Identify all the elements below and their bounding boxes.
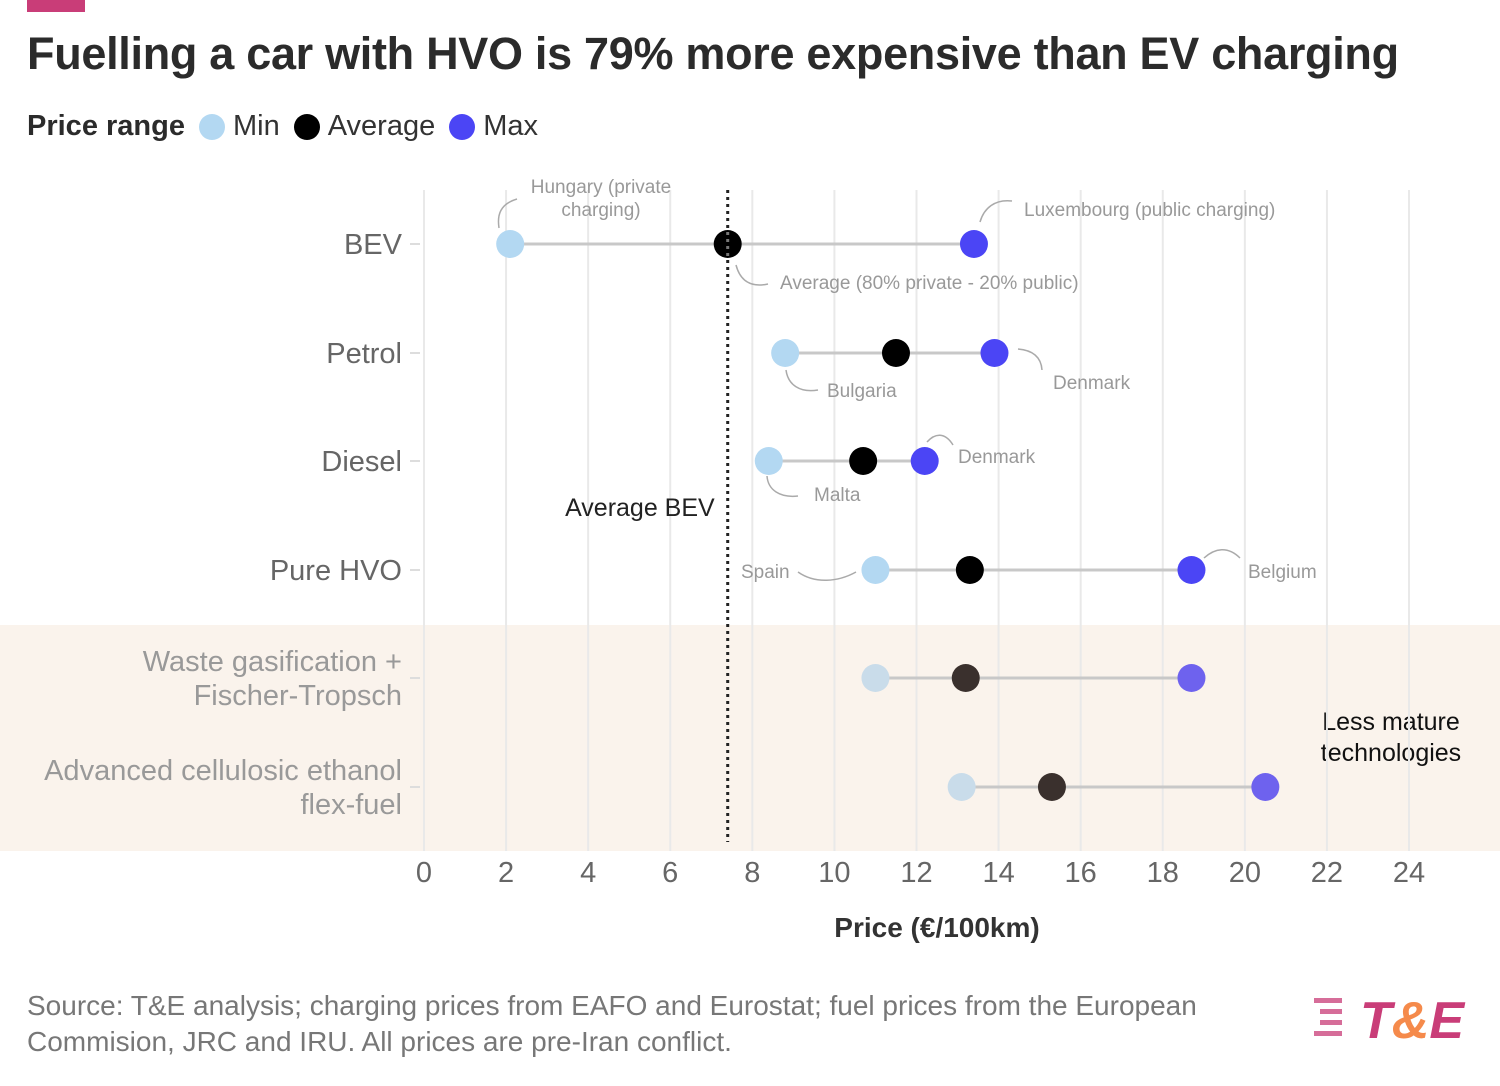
min-point <box>947 773 976 801</box>
annotation-label: charging) <box>561 200 640 221</box>
annotation-label: Malta <box>814 485 861 506</box>
annotation-label: Hungary (private <box>531 177 671 198</box>
legend-swatch-max <box>449 113 476 140</box>
annotation-arrow <box>926 434 954 446</box>
x-tick-label: 10 <box>818 857 850 889</box>
min-point <box>771 339 800 367</box>
chart-title: Fuelling a car with HVO is 79% more expe… <box>27 28 1399 79</box>
average-point <box>849 447 878 475</box>
min-point <box>861 664 890 692</box>
max-point <box>1251 773 1280 801</box>
annotation-arrow <box>797 571 857 581</box>
annotation-label: Average (80% private - 20% public) <box>780 273 1079 294</box>
max-point <box>1177 664 1206 692</box>
x-tick-label: 0 <box>416 857 432 889</box>
category-label: flex-fuel <box>300 789 402 821</box>
x-tick-label: 16 <box>1065 857 1097 889</box>
x-tick-label: 20 <box>1229 857 1261 889</box>
annotation-label: Belgium <box>1248 562 1317 583</box>
shaded-region-label: technologies <box>1321 739 1461 767</box>
annotation-label: Denmark <box>1053 373 1131 394</box>
source-note: Source: T&E analysis; charging prices fr… <box>27 990 1197 1057</box>
shaded-region-label: Less mature <box>1322 708 1460 736</box>
min-point <box>754 447 783 475</box>
svg-text:T&E: T&E <box>1360 992 1465 1048</box>
shaded-region <box>0 625 1500 851</box>
max-point <box>910 447 939 475</box>
legend-swatch-average <box>293 113 320 140</box>
x-tick-label: 24 <box>1393 857 1425 889</box>
legend-swatch-min <box>198 113 225 140</box>
category-label: BEV <box>344 229 403 261</box>
annotation-arrow <box>785 369 819 392</box>
x-tick-label: 6 <box>662 857 678 889</box>
annotation-label: Denmark <box>958 447 1036 468</box>
reference-line-label: Average BEV <box>565 494 715 522</box>
annotation-label: Bulgaria <box>827 381 897 402</box>
x-tick-label: 14 <box>982 857 1014 889</box>
legend-label-average: Average <box>327 110 436 142</box>
x-axis-label: Price (€/100km) <box>834 912 1039 943</box>
annotation-arrow <box>735 264 769 286</box>
average-point <box>955 556 984 584</box>
legend-label-min: Min <box>232 110 280 142</box>
annotation-arrow <box>979 200 1013 223</box>
x-tick-label: 2 <box>498 857 514 889</box>
average-point <box>713 230 742 258</box>
annotation-label: Spain <box>741 562 790 583</box>
category-label: Waste gasification + <box>143 646 402 678</box>
legend-label-max: Max <box>483 110 539 142</box>
category-label: Fischer-Tropsch <box>194 680 402 712</box>
category-label: Diesel <box>321 446 402 478</box>
max-point <box>980 339 1009 367</box>
legend-title: Price range <box>27 110 185 142</box>
min-point <box>861 556 890 584</box>
annotation-arrow <box>497 198 518 229</box>
category-label: Pure HVO <box>270 555 402 587</box>
min-point <box>496 230 525 258</box>
annotation-arrow <box>766 475 799 498</box>
annotation-arrow <box>1203 549 1241 559</box>
category-label: Petrol <box>326 338 402 370</box>
annotation-arrow <box>1017 348 1043 371</box>
x-tick-label: 8 <box>744 857 760 889</box>
x-tick-label: 18 <box>1147 857 1179 889</box>
max-point <box>959 230 988 258</box>
category-label: Advanced cellulosic ethanol <box>44 755 402 787</box>
accent-bar <box>27 0 85 12</box>
legend: Price range Min Average Max <box>27 110 544 143</box>
x-tick-label: 22 <box>1311 857 1343 889</box>
max-point <box>1177 556 1206 584</box>
x-tick-label: 4 <box>580 857 596 889</box>
average-point <box>951 664 980 692</box>
average-point <box>1037 773 1066 801</box>
annotation-label: Luxembourg (public charging) <box>1024 200 1275 221</box>
te-logo: T&E <box>1314 992 1465 1048</box>
x-tick-label: 12 <box>900 857 932 889</box>
average-point <box>881 339 910 367</box>
